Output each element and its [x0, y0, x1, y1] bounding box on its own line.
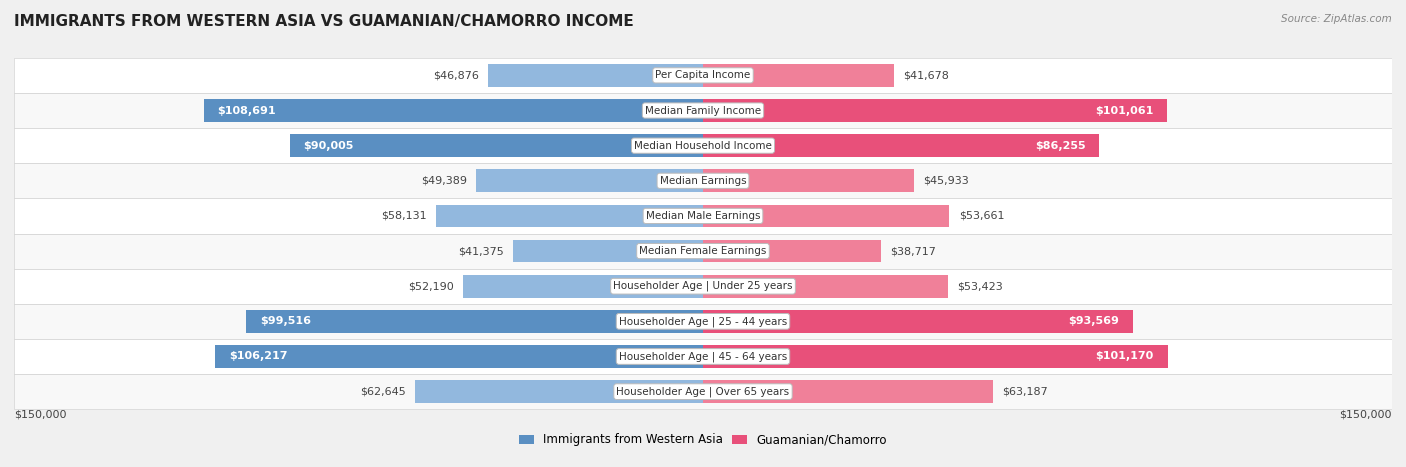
Bar	[290, 134, 703, 157]
Bar	[14, 339, 1392, 374]
Text: $150,000: $150,000	[14, 410, 66, 420]
Text: $41,375: $41,375	[458, 246, 503, 256]
Bar	[14, 128, 1392, 163]
Bar	[215, 345, 703, 368]
Bar	[14, 93, 1392, 128]
Text: $101,061: $101,061	[1095, 106, 1153, 115]
Text: $86,255: $86,255	[1035, 141, 1085, 151]
Bar	[703, 205, 949, 227]
Text: $58,131: $58,131	[381, 211, 427, 221]
Text: Householder Age | 45 - 64 years: Householder Age | 45 - 64 years	[619, 351, 787, 362]
Text: Median Family Income: Median Family Income	[645, 106, 761, 115]
Bar	[703, 170, 914, 192]
Text: $53,423: $53,423	[957, 281, 1004, 291]
Bar	[14, 304, 1392, 339]
Text: $90,005: $90,005	[304, 141, 354, 151]
Bar	[14, 198, 1392, 234]
Bar	[703, 64, 894, 87]
Bar	[513, 240, 703, 262]
Bar	[464, 275, 703, 297]
Text: $38,717: $38,717	[890, 246, 936, 256]
Text: $52,190: $52,190	[408, 281, 454, 291]
Text: $41,678: $41,678	[904, 71, 949, 80]
Text: $150,000: $150,000	[1340, 410, 1392, 420]
Text: Median Household Income: Median Household Income	[634, 141, 772, 151]
Bar	[415, 380, 703, 403]
Bar	[14, 234, 1392, 269]
Text: Source: ZipAtlas.com: Source: ZipAtlas.com	[1281, 14, 1392, 24]
Text: $53,661: $53,661	[959, 211, 1004, 221]
Bar	[14, 269, 1392, 304]
Bar	[204, 99, 703, 122]
Legend: Immigrants from Western Asia, Guamanian/Chamorro: Immigrants from Western Asia, Guamanian/…	[515, 429, 891, 451]
Bar	[246, 310, 703, 333]
Bar	[703, 99, 1167, 122]
Bar	[14, 374, 1392, 409]
Bar	[14, 163, 1392, 198]
Text: Median Female Earnings: Median Female Earnings	[640, 246, 766, 256]
Bar	[703, 310, 1133, 333]
Text: $45,933: $45,933	[924, 176, 969, 186]
Bar	[477, 170, 703, 192]
Text: IMMIGRANTS FROM WESTERN ASIA VS GUAMANIAN/CHAMORRO INCOME: IMMIGRANTS FROM WESTERN ASIA VS GUAMANIA…	[14, 14, 634, 29]
Text: $46,876: $46,876	[433, 71, 478, 80]
Text: $99,516: $99,516	[260, 316, 311, 326]
Bar	[488, 64, 703, 87]
Bar	[703, 380, 993, 403]
Bar	[703, 345, 1167, 368]
Text: $93,569: $93,569	[1069, 316, 1119, 326]
Text: Householder Age | Under 25 years: Householder Age | Under 25 years	[613, 281, 793, 291]
Text: $106,217: $106,217	[229, 352, 287, 361]
Text: $101,170: $101,170	[1095, 352, 1154, 361]
Text: Householder Age | Over 65 years: Householder Age | Over 65 years	[616, 386, 790, 397]
Bar	[14, 58, 1392, 93]
Bar	[703, 134, 1099, 157]
Text: $49,389: $49,389	[420, 176, 467, 186]
Text: Median Earnings: Median Earnings	[659, 176, 747, 186]
Text: $108,691: $108,691	[218, 106, 276, 115]
Bar	[703, 240, 880, 262]
Bar	[703, 275, 949, 297]
Bar	[436, 205, 703, 227]
Text: Householder Age | 25 - 44 years: Householder Age | 25 - 44 years	[619, 316, 787, 326]
Text: $62,645: $62,645	[360, 387, 406, 396]
Text: $63,187: $63,187	[1002, 387, 1047, 396]
Text: Median Male Earnings: Median Male Earnings	[645, 211, 761, 221]
Text: Per Capita Income: Per Capita Income	[655, 71, 751, 80]
